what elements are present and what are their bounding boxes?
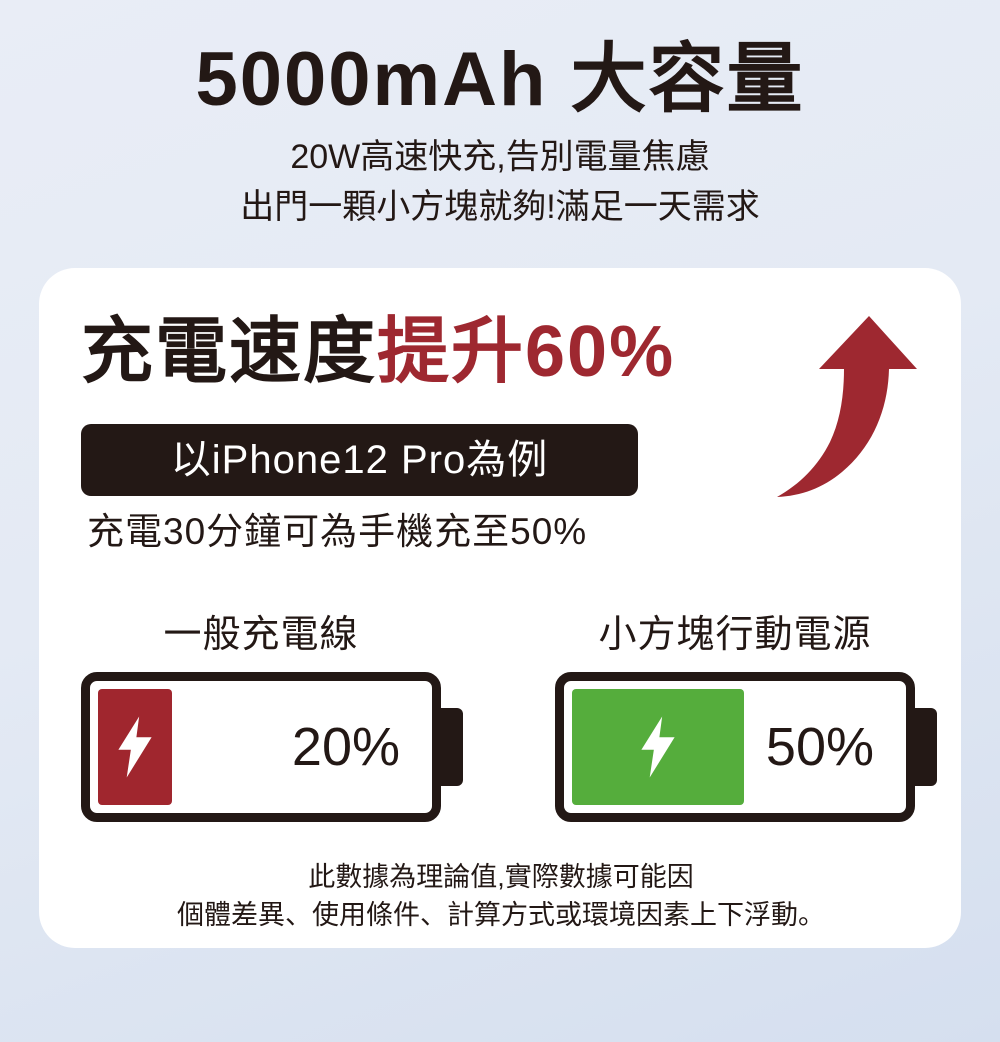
disclaimer-text: 此數據為理論值,實際數據可能因個體差異、使用條件、計算方式或環境因素上下浮動。 (81, 858, 921, 934)
battery-comparison: 一般充電線 20% 小方塊行動電源 (81, 603, 937, 822)
battery-fill-green (572, 688, 744, 805)
promo-page: 5000mAh 大容量 20W高速快充,告別電量焦慮 出門一顆小方塊就夠!滿足一… (0, 42, 1000, 1042)
disclaimer-line-2: 個體差異、使用條件、計算方式或環境因素上下浮動。 (177, 899, 825, 930)
subtitle-line-1: 20W高速快充,告別電量焦慮 (290, 138, 710, 176)
battery-percent: 50% (765, 716, 874, 777)
battery-fill-red (98, 688, 172, 805)
example-badge: 以iPhone12 Pro為例 (81, 424, 638, 497)
card-heading-red: 提升60% (377, 312, 676, 392)
page-title: 5000mAh 大容量 (195, 37, 805, 122)
lightning-bolt-icon (118, 716, 152, 778)
battery-body: 50% (555, 671, 915, 822)
battery-graphic-20: 20% (81, 671, 465, 822)
battery-percent: 20% (291, 716, 400, 777)
battery-group-powerbank: 小方塊行動電源 50% (555, 603, 939, 822)
subtitle-line-2: 出門一顆小方塊就夠!滿足一天需求 (240, 188, 760, 226)
battery-label: 小方塊行動電源 (598, 613, 872, 656)
charge-speed-card: 充電速度提升60% 以iPhone12 Pro為例 充電30分鐘可為手機充至50… (39, 268, 961, 948)
battery-label: 一般充電線 (163, 613, 359, 656)
battery-terminal (441, 707, 463, 786)
card-heading-black: 充電速度 (81, 312, 378, 392)
curved-up-arrow-icon (777, 316, 917, 497)
disclaimer-line-1: 此數據為理論值,實際數據可能因 (308, 861, 694, 892)
battery-group-cable: 一般充電線 20% (81, 603, 465, 822)
battery-terminal (915, 707, 937, 786)
card-heading: 充電速度提升60% (81, 312, 921, 392)
charge-description: 充電30分鐘可為手機充至50% (87, 511, 588, 553)
battery-graphic-50: 50% (555, 671, 939, 822)
battery-body: 20% (81, 671, 441, 822)
lightning-bolt-icon (641, 716, 675, 778)
